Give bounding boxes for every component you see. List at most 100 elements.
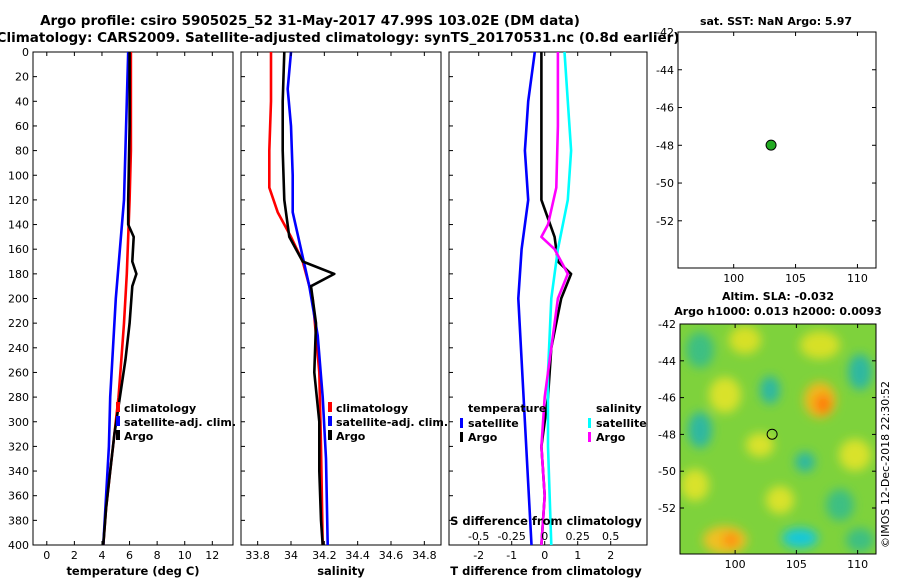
sla-blob [766,486,794,514]
sla-blob [815,394,831,414]
lat-tick-label: -52 [656,215,674,228]
lat-tick-label: -46 [656,102,674,115]
lon-tick-label: 100 [725,558,746,571]
sst-map-axes: -42 -44 -46 -48 -50 -52 100 105 110 [656,26,876,285]
legend-label-sal-satellite: satellite [596,417,647,430]
sla-blob [746,433,774,457]
sla-blob [839,439,871,471]
legend-label-sal-argo: Argo [596,431,626,444]
legend-swatch-climatology [116,402,120,412]
lon-tick-label: 110 [847,558,868,571]
temperature-xlabel: temperature (deg C) [66,564,199,578]
lat-tick-label: -42 [658,318,676,331]
legend-label-temp-satellite: satellite [468,417,519,430]
temperature-x-axis: 0 2 4 6 8 10 12 [43,52,219,562]
sst-map-title: sat. SST: NaN Argo: 5.97 [700,15,852,28]
sla-blob [688,412,712,448]
difference-legend-temperature: temperature satellite Argo [460,402,546,444]
sla-blob [800,331,840,359]
depth-tick-label: 160 [8,243,29,256]
x-tick-label: 6 [126,549,133,562]
depth-tick-label: 260 [8,366,29,379]
lat-tick-label: -48 [656,139,674,152]
s-diff-tick-label: -0.5 [468,530,489,543]
x-tick-label: -2 [473,549,484,562]
depth-tick-label: 380 [8,514,29,527]
s-diff-tick-label: 0.25 [565,530,590,543]
depth-tick-label: 240 [8,342,29,355]
x-tick-label: 2 [607,549,614,562]
x-tick-label: 33.8 [245,549,270,562]
x-tick-label: 34.8 [412,549,437,562]
sst-map-frame [677,31,877,269]
salinity-series [267,51,336,546]
sla-map-subtitle: Argo h1000: 0.013 h2000: 0.0093 [674,305,882,318]
legend-swatch-argo [328,430,332,440]
temperature-legend: climatology satellite-adj. clim. Argo [116,402,236,443]
depth-tick-label: 140 [8,219,29,232]
legend-swatch-climatology [328,402,332,412]
temperature-plot-frame [32,51,234,546]
series-line-satellite-adj-clim- [102,51,130,546]
series-line-argo [281,51,336,546]
figure-title-line2: Climatology: CARS2009. Satellite-adjuste… [0,30,679,46]
depth-tick-label: 80 [15,145,29,158]
lat-tick-label: -44 [658,355,676,368]
s-diff-tick-label: -0.25 [497,530,525,543]
depth-tick-label: 60 [15,120,29,133]
salinity-x-axis: 33.8 34 34.2 34.4 34.6 34.8 [245,52,437,562]
legend-swatch-satellite [328,416,332,426]
sla-blob [782,528,818,548]
legend-swatch-satellite [116,416,120,426]
sla-blob [686,332,714,368]
x-tick-label: 0 [541,549,548,562]
salinity-legend: climatology satellite-adj. clim. Argo [328,402,448,443]
legend-title-salinity: salinity [596,402,642,415]
lat-tick-label: -46 [658,392,676,405]
depth-tick-label: 400 [8,539,29,552]
sla-heatmap [680,324,876,554]
difference-series [516,51,573,546]
depth-tick-label: 100 [8,169,29,182]
sla-blob [760,376,780,404]
x-tick-label: 1 [574,549,581,562]
depth-tick-label: 360 [8,490,29,503]
legend-swatch-temp-argo [460,432,463,442]
sla-blob [681,469,709,501]
lon-tick-label: 100 [723,272,744,285]
sla-blob [846,528,874,552]
lat-tick-label: -50 [658,465,676,478]
legend-swatch-sal-argo [588,432,591,442]
sla-blob [795,452,815,472]
lat-tick-label: -50 [656,177,674,190]
legend-label-satellite: satellite-adj. clim. [124,416,236,429]
legend-swatch-temp-satellite [460,418,463,428]
figure-title-line1: Argo profile: csiro 5905025_52 31-May-20… [40,13,580,29]
series-line-salinity-satellite [546,51,573,546]
x-tick-label: 34 [284,549,298,562]
series-line-satellite-adj-clim- [286,51,329,546]
lat-tick-label: -52 [658,502,676,515]
depth-tick-label: 300 [8,416,29,429]
legend-label-argo: Argo [336,430,366,443]
series-line-temperature-satellite [516,51,537,546]
imos-watermark: ©IMOS 12-Dec-2018 22:30:52 [879,381,892,548]
lat-tick-label: -44 [656,64,674,77]
sla-map-axes: -42 -44 -46 -48 -50 -52 100 105 110 [658,318,876,571]
depth-tick-label: 200 [8,293,29,306]
legend-label-temp-argo: Argo [468,431,498,444]
x-tick-label: 0 [43,549,50,562]
legend-swatch-sal-satellite [588,418,591,428]
sla-map-title: Altim. SLA: -0.032 [722,290,834,303]
lat-tick-label: -48 [658,428,676,441]
argo-location-marker [765,139,777,151]
x-tick-label: 12 [205,549,219,562]
difference-x-axis: -2 -1 0 1 2 [473,52,614,562]
depth-tick-label: 280 [8,391,29,404]
x-tick-label: 4 [98,549,105,562]
depth-tick-label: 180 [8,268,29,281]
s-diff-tick-label: 0 [541,530,548,543]
legend-title-temperature: temperature [468,402,546,415]
temperature-series [102,51,138,546]
